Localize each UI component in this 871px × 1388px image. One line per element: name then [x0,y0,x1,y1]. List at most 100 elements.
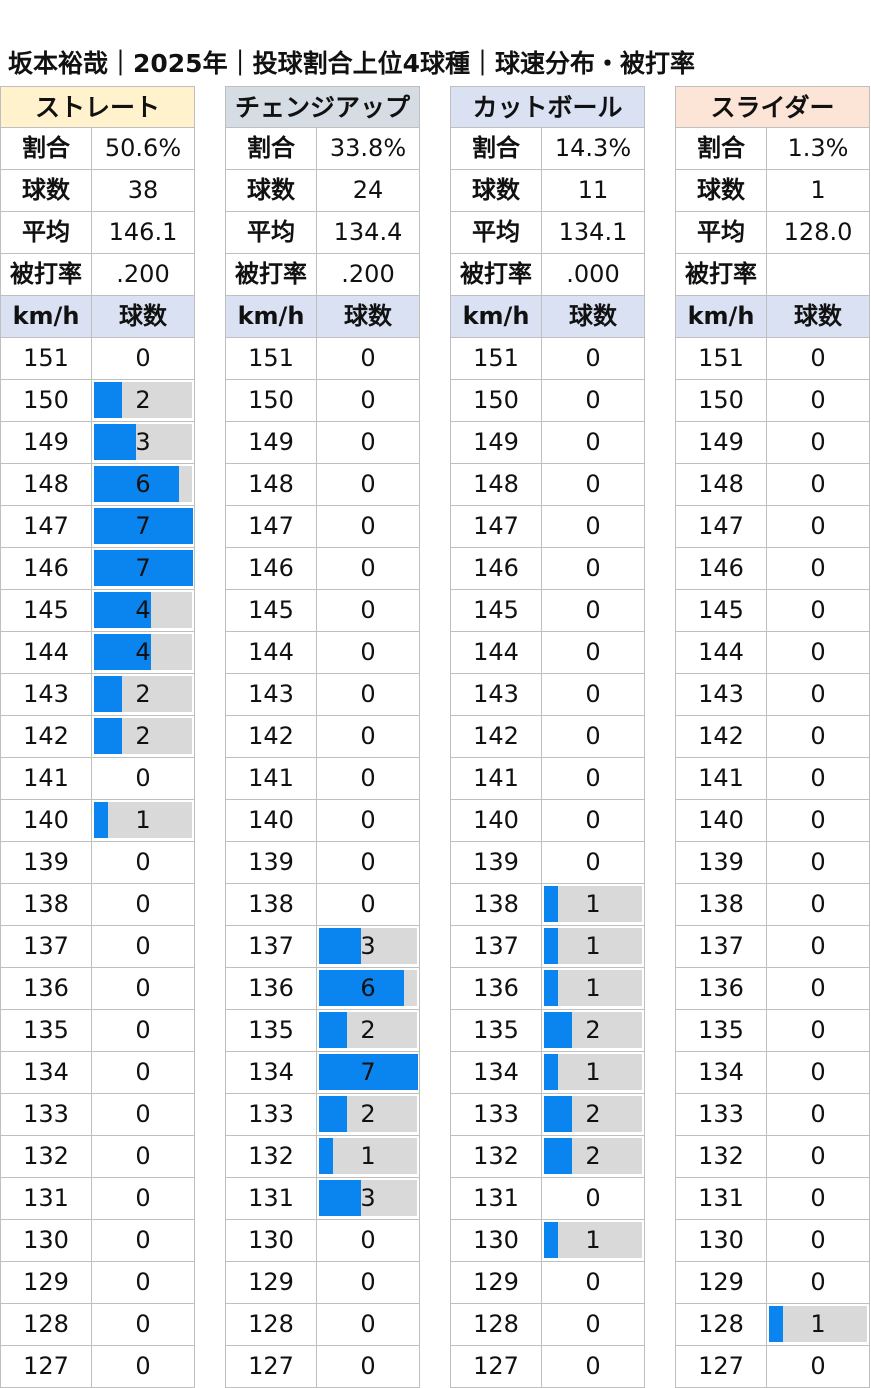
speed-row: 147 0 [451,506,645,548]
data-label: 0 [360,344,376,372]
speed-label: 135 [226,1010,317,1052]
count-cell: 0 [542,674,645,716]
speed-row: 141 0 [676,758,870,800]
count-cell: 0 [542,506,645,548]
stat-row-ratio: 割合 50.6% [1,128,195,170]
speed-label: 129 [451,1262,542,1304]
stat-value: .200 [92,254,195,296]
data-label: 7 [135,512,151,540]
bar [319,1138,333,1174]
speed-row: 129 0 [451,1262,645,1304]
speed-row: 148 6 [1,464,195,506]
stat-row-avg: 平均 134.1 [451,212,645,254]
speed-row: 129 0 [676,1262,870,1304]
column-header: km/h 球数 [676,296,870,338]
speed-row: 134 0 [676,1052,870,1094]
stat-value: 146.1 [92,212,195,254]
speed-row: 146 0 [451,548,645,590]
speed-row: 136 0 [676,968,870,1010]
stat-value: 38 [92,170,195,212]
bar [319,970,404,1006]
speed-row: 147 0 [226,506,420,548]
count-cell: 0 [317,758,420,800]
speed-label: 134 [451,1052,542,1094]
data-label: 0 [585,428,601,456]
speed-label: 149 [1,422,92,464]
count-cell: 0 [317,422,420,464]
stat-label: 平均 [451,212,542,254]
count-cell: 0 [317,506,420,548]
stat-label: 球数 [1,170,92,212]
stat-row-ba: 被打率 .000 [451,254,645,296]
bar [94,676,122,712]
speed-label: 142 [1,716,92,758]
speed-row: 133 2 [226,1094,420,1136]
speed-row: 145 0 [451,590,645,632]
data-label: 2 [135,386,151,414]
count-cell: 0 [317,1262,420,1304]
count-cell: 1 [542,1052,645,1094]
stat-row-ba: 被打率 .200 [1,254,195,296]
data-label: 2 [135,680,151,708]
speed-label: 144 [451,632,542,674]
speed-label: 133 [1,1094,92,1136]
speed-label: 135 [1,1010,92,1052]
data-label: 4 [135,596,151,624]
data-label: 0 [810,428,826,456]
speed-row: 142 0 [676,716,870,758]
count-cell: 2 [317,1010,420,1052]
data-label: 0 [810,638,826,666]
data-label: 0 [135,344,151,372]
data-label: 3 [360,1184,376,1212]
count-cell: 0 [542,716,645,758]
data-label: 0 [810,806,826,834]
speed-label: 127 [451,1346,542,1388]
data-label: 0 [360,890,376,918]
count-cell: 0 [317,800,420,842]
speed-label: 134 [676,1052,767,1094]
speed-row: 143 0 [451,674,645,716]
data-label: 2 [585,1016,601,1044]
speed-label: 143 [1,674,92,716]
speed-row: 148 0 [451,464,645,506]
stat-value: 50.6% [92,128,195,170]
count-col-header: 球数 [317,296,420,338]
bar [544,1138,572,1174]
count-cell: 0 [317,1220,420,1262]
data-label: 7 [135,554,151,582]
bar-background [544,970,642,1006]
speed-label: 138 [676,884,767,926]
count-cell: 0 [767,674,870,716]
speed-row: 131 0 [1,1178,195,1220]
count-cell: 0 [92,884,195,926]
count-cell: 7 [92,548,195,590]
data-label: 0 [360,1310,376,1338]
speed-row: 131 3 [226,1178,420,1220]
stat-row-avg: 平均 128.0 [676,212,870,254]
bar [94,424,136,460]
stat-label: 割合 [451,128,542,170]
speed-row: 151 0 [1,338,195,380]
pitch-panel-4: スライダー 割合 1.3% 球数 1 平均 128.0 被打率 km/h 球数 151 0 150 0 14… [675,86,870,1388]
count-cell: 1 [92,800,195,842]
count-cell: 0 [92,968,195,1010]
data-label: 0 [585,386,601,414]
speed-label: 144 [676,632,767,674]
count-cell: 0 [767,338,870,380]
speed-row: 137 1 [451,926,645,968]
data-label: 0 [360,386,376,414]
data-label: 1 [135,806,151,834]
stat-value: .000 [542,254,645,296]
column-header: km/h 球数 [451,296,645,338]
stat-label: 割合 [226,128,317,170]
data-label: 0 [360,428,376,456]
speed-row: 140 1 [1,800,195,842]
data-label: 0 [135,764,151,792]
speed-label: 145 [451,590,542,632]
data-label: 0 [585,1268,601,1296]
count-cell: 2 [92,380,195,422]
data-label: 0 [585,344,601,372]
speed-row: 132 1 [226,1136,420,1178]
count-cell: 2 [542,1010,645,1052]
count-cell: 0 [767,1262,870,1304]
